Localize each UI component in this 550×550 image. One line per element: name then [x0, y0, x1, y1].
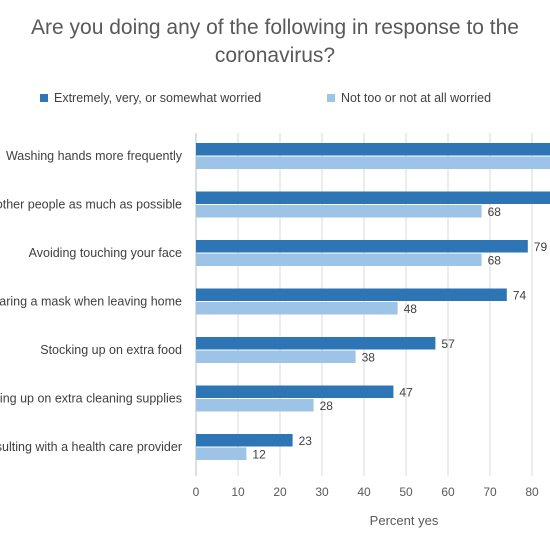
data-label: 12	[252, 447, 266, 461]
data-label: 23	[299, 434, 313, 448]
chart-title: Are you doing any of the following in re…	[0, 14, 550, 70]
data-label: 57	[441, 337, 455, 351]
category-label: Avoiding touching your face	[29, 246, 182, 260]
bar	[196, 143, 550, 156]
bar	[196, 399, 314, 412]
bar	[196, 253, 482, 266]
x-tick-label: 10	[231, 485, 245, 499]
category-label: Wearing a mask when leaving home	[0, 295, 182, 309]
data-label: 68	[488, 253, 502, 267]
bar	[196, 385, 394, 398]
bar	[196, 337, 436, 350]
legend-swatch-worried	[40, 94, 48, 102]
bar	[196, 205, 482, 218]
x-axis-title: Percent yes	[370, 513, 439, 528]
x-tick-label: 60	[441, 485, 455, 499]
data-label: 74	[513, 288, 527, 302]
data-label: 68	[488, 205, 502, 219]
bar	[196, 434, 293, 447]
x-tick-label: 70	[483, 485, 497, 499]
legend-swatch-not-worried	[327, 94, 335, 102]
chart-title-line-1: Are you doing any of the following in re…	[31, 16, 519, 39]
data-label: 48	[404, 302, 418, 316]
legend-item-not-worried: Not too or not at all worried	[327, 91, 491, 105]
x-tick-label: 40	[357, 485, 371, 499]
data-label: 28	[320, 399, 334, 413]
x-tick-label: 30	[315, 485, 329, 499]
category-label: Washing hands more frequently	[6, 149, 183, 163]
bar	[196, 302, 398, 315]
bar	[196, 350, 356, 363]
category-label: Stocking up on extra food	[40, 343, 182, 357]
x-tick-label: 20	[273, 485, 287, 499]
data-label: 38	[362, 350, 376, 364]
x-tick-label: 0	[193, 485, 200, 499]
legend-label-worried: Extremely, very, or somewhat worried	[54, 91, 262, 105]
chart-title-line-2: coronavirus?	[214, 44, 336, 67]
x-tick-label: 50	[399, 485, 413, 499]
bar	[196, 191, 550, 204]
category-label: Stocking up on extra cleaning supplies	[0, 392, 182, 406]
x-tick-label: 80	[525, 485, 539, 499]
bar	[196, 240, 528, 253]
legend-item-worried: Extremely, very, or somewhat worried	[40, 91, 261, 105]
data-label: 47	[399, 385, 413, 399]
category-label: Avoiding other people as much as possibl…	[0, 198, 182, 212]
legend-label-not-worried: Not too or not at all worried	[341, 91, 492, 105]
category-label: Consulting with a health care provider	[0, 440, 182, 454]
data-label: 79	[534, 240, 548, 254]
bar	[196, 288, 507, 301]
bar	[196, 447, 247, 460]
bar	[196, 156, 550, 169]
